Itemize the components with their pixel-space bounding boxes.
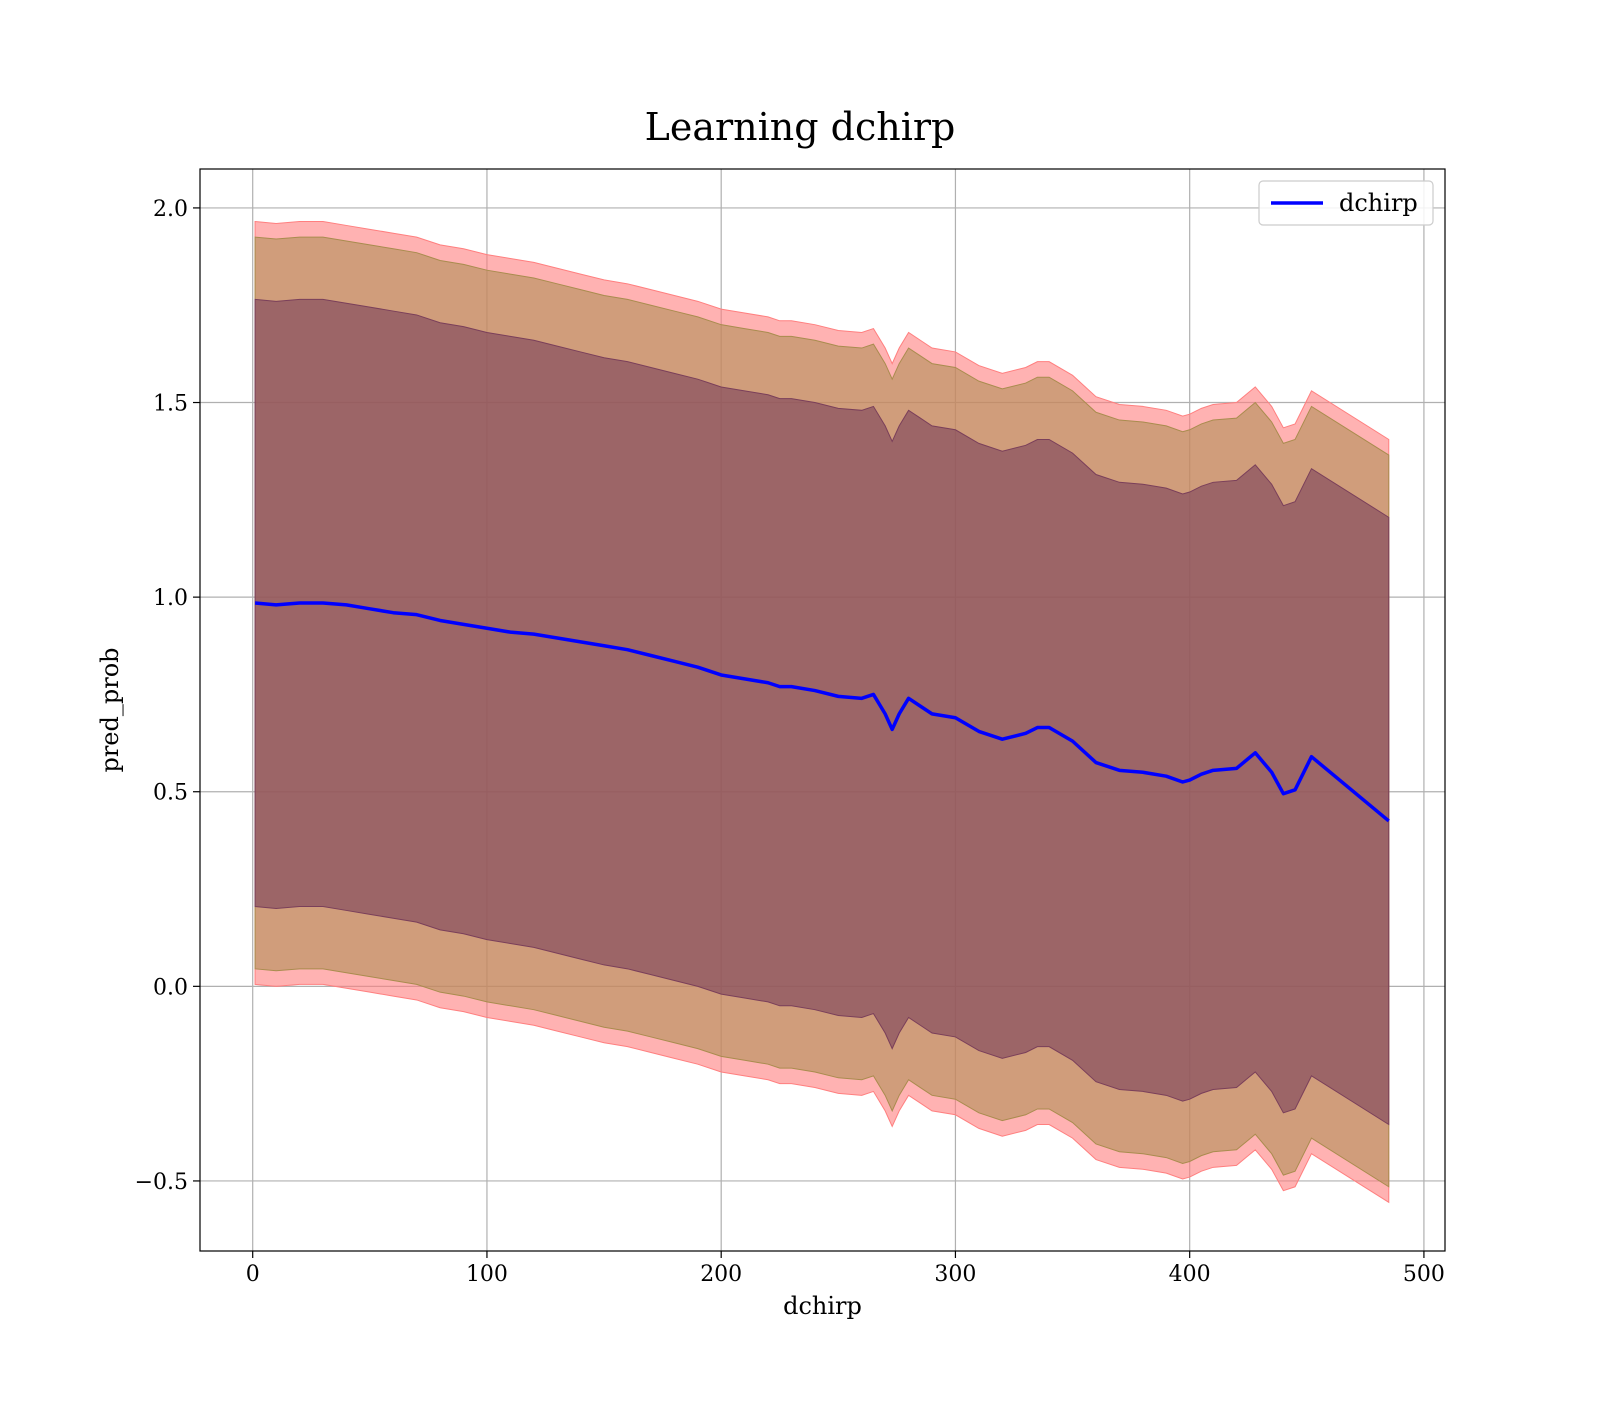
legend-box [1258,180,1434,226]
x-tick-label-4: 400 [1169,1262,1211,1287]
x-tick-label-0: 0 [246,1262,260,1287]
y-axis-ticks: −0.5 0.0 0.5 1.0 1.5 2.0 [135,197,200,1195]
y-tick-label-2: 0.5 [153,781,188,806]
plot-frame [199,168,1446,1252]
x-tick-label-1: 100 [466,1262,508,1287]
confidence-bands [254,220,1390,1204]
band-inner [254,298,1390,1126]
y-tick-label-3: 1.0 [153,586,188,611]
y-tick-label-4: 1.5 [153,392,188,417]
chart-title: Learning dchirp [645,105,956,149]
y-tick-label-0: −0.5 [135,1170,188,1195]
mean-line-layer [254,601,1390,823]
x-tick-label-2: 200 [700,1262,742,1287]
y-axis-label: pred_prob [96,647,124,772]
y-tick-label-5: 2.0 [153,197,188,222]
legend-label-dchirp: dchirp [1339,189,1418,217]
y-tick-label-1: 0.0 [153,975,188,1000]
x-axis-ticks: 0 100 200 300 400 500 [246,1251,1445,1287]
x-tick-label-3: 300 [934,1262,976,1287]
series-line-dchirp [254,601,1390,823]
x-tick-label-5: 500 [1403,1262,1445,1287]
x-axis-label: dchirp [783,1292,862,1320]
legend: dchirp [1258,180,1434,226]
